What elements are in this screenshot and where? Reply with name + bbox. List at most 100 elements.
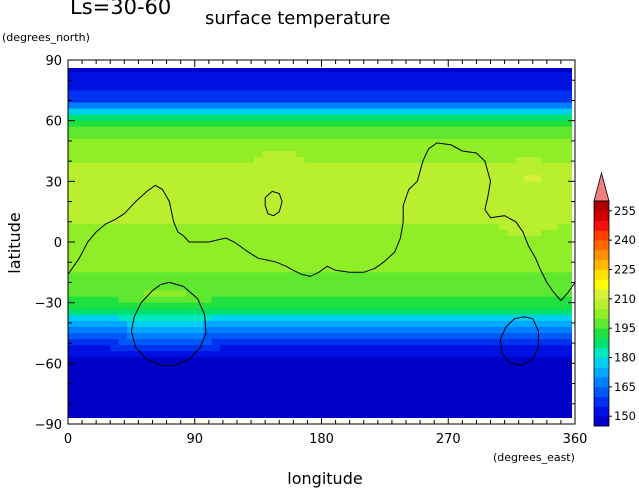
field-cell (160, 84, 170, 91)
field-cell (287, 217, 297, 225)
field-cell (355, 399, 365, 407)
field-cell (541, 381, 551, 389)
field-cell (439, 369, 449, 377)
field-cell (118, 393, 128, 401)
field-cell (84, 211, 94, 219)
field-cell (287, 90, 297, 97)
field-cell (532, 302, 542, 310)
field-cell (169, 351, 179, 358)
field-cell (338, 381, 348, 389)
field-cell (304, 126, 314, 134)
field-cell (160, 157, 170, 164)
field-cell (558, 217, 568, 225)
field-cell (498, 302, 508, 310)
x-tick-label: 270 (436, 432, 461, 447)
field-cell (473, 333, 483, 340)
field-cell (118, 157, 128, 164)
field-cell (524, 138, 534, 146)
field-cell (253, 120, 263, 128)
colorbar-band (594, 416, 609, 427)
field-cell (439, 339, 449, 346)
field-cell (448, 369, 458, 377)
field-cell (456, 223, 466, 231)
field-cell (127, 284, 137, 292)
field-cell (93, 235, 103, 243)
field-cell (473, 96, 483, 104)
field-cell (338, 72, 348, 79)
field-cell (262, 163, 272, 170)
field-cell (84, 363, 94, 370)
field-cell (507, 399, 517, 407)
colorbar-band (594, 308, 609, 319)
field-cell (321, 157, 331, 164)
field-cell (397, 235, 407, 243)
field-cell (380, 345, 390, 352)
field-cell (498, 296, 508, 304)
field-cell (135, 199, 145, 207)
field-cell (439, 229, 449, 237)
field-cell (169, 144, 179, 152)
field-cell (152, 151, 162, 158)
field-cell (482, 369, 492, 377)
field-cell (186, 235, 196, 243)
field-cell (346, 157, 356, 164)
field-cell (68, 345, 78, 352)
field-cell (414, 357, 424, 364)
field-cell (422, 290, 432, 298)
field-cell (524, 339, 534, 346)
field-cell (313, 102, 323, 110)
field-cell (118, 96, 128, 104)
field-cell (465, 272, 475, 279)
field-cell (279, 333, 289, 340)
field-cell (76, 320, 86, 328)
field-cell (490, 399, 500, 407)
field-cell (270, 363, 280, 370)
field-cell (76, 387, 86, 395)
field-cell (262, 223, 272, 231)
season-label: Ls=30-60 (70, 0, 171, 19)
field-cell (372, 254, 382, 261)
field-cell (211, 229, 221, 237)
field-cell (253, 248, 263, 255)
field-cell (296, 296, 306, 304)
field-cell (541, 369, 551, 377)
field-cell (524, 102, 534, 110)
field-cell (110, 363, 120, 370)
field-cell (321, 278, 331, 286)
field-cell (541, 333, 551, 340)
field-cell (177, 78, 187, 85)
field-cell (329, 229, 339, 237)
field-cell (321, 211, 331, 219)
field-cell (346, 211, 356, 219)
field-cell (355, 290, 365, 298)
field-cell (515, 72, 525, 79)
field-cell (211, 84, 221, 91)
field-cell (270, 78, 280, 85)
field-cell (355, 217, 365, 225)
field-cell (473, 199, 483, 207)
field-cell (541, 199, 551, 207)
field-cell (211, 363, 221, 370)
field-cell (490, 138, 500, 146)
field-cell (346, 102, 356, 110)
field-cell (355, 254, 365, 261)
field-cell (228, 144, 238, 152)
field-cell (498, 242, 508, 249)
field-cell (541, 399, 551, 407)
field-cell (498, 375, 508, 383)
field-cell (397, 144, 407, 152)
field-cell (194, 163, 204, 170)
field-cell (490, 96, 500, 104)
field-cell (524, 345, 534, 352)
field-cell (456, 90, 466, 97)
field-cell (313, 193, 323, 201)
field-cell (338, 345, 348, 352)
field-cell (68, 381, 78, 389)
field-cell (532, 181, 542, 188)
field-cell (372, 381, 382, 389)
field-cell (380, 254, 390, 261)
field-cell (287, 326, 297, 334)
field-cell (296, 345, 306, 352)
field-cell (482, 102, 492, 110)
field-cell (262, 399, 272, 407)
